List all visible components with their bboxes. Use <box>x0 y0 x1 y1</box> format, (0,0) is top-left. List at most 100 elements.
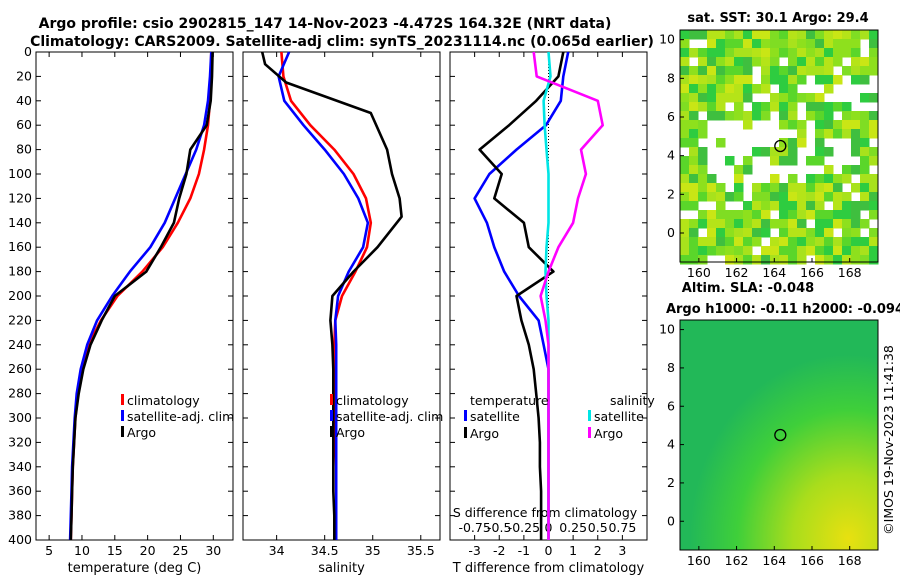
sst-cell <box>842 174 852 184</box>
sst-cell <box>779 228 789 238</box>
sst-cell <box>860 219 870 229</box>
sst-cell <box>770 75 780 85</box>
sst-cell <box>689 237 699 247</box>
sst-cell <box>689 165 699 175</box>
sst-cell <box>734 30 744 40</box>
sst-cell <box>698 84 708 94</box>
depth-tick-label: 180 <box>8 264 32 279</box>
sst-cell <box>806 156 816 166</box>
sst-cell <box>680 75 690 85</box>
sst-cell <box>698 66 708 76</box>
sst-cell <box>797 192 807 202</box>
difference-panel: -3 -2 -1 0 1 2 3 T difference from climatology S… <box>449 51 655 576</box>
sst-cell <box>770 39 780 49</box>
sst-cell <box>707 192 717 202</box>
sst-cell <box>698 174 708 184</box>
salinity-diff-tick-label: 0.5 <box>588 520 608 535</box>
map1-xtick-label: 166 <box>800 265 824 280</box>
sst-cell <box>752 30 762 40</box>
sst-cell <box>788 255 798 265</box>
temperature-legend-label: satellite-adj. clim <box>127 409 234 424</box>
sst-cell <box>824 111 834 121</box>
sst-cell <box>725 255 735 265</box>
temp-diff-legend-title: temperature <box>470 393 549 408</box>
sst-cell <box>698 147 708 157</box>
sst-cell <box>851 75 861 85</box>
sst-cell <box>689 138 699 148</box>
sst-cell <box>788 183 798 193</box>
sst-cell <box>770 57 780 67</box>
temp-diff-legend-label: Argo <box>470 426 499 441</box>
sst-cell <box>824 165 834 175</box>
sst-cell <box>797 138 807 148</box>
difference-series-s-argo <box>532 51 605 540</box>
sst-cell <box>752 111 762 121</box>
sst-cell <box>716 183 726 193</box>
sst-cell <box>842 192 852 202</box>
depth-tick-label: 380 <box>8 508 32 523</box>
map2-xtick-label: 166 <box>800 553 824 568</box>
difference-xtick-label: 3 <box>618 543 626 558</box>
sst-cell <box>824 102 834 112</box>
sst-cell <box>680 66 690 76</box>
salinity-series-satellite-adj-clim <box>277 51 370 540</box>
sst-cell <box>815 156 825 166</box>
sst-cell <box>743 120 753 130</box>
sst-cell <box>833 48 843 58</box>
sst-cell <box>824 48 834 58</box>
depth-tick-label: 260 <box>8 361 32 376</box>
sst-cell <box>779 93 789 103</box>
sst-cell <box>842 246 852 256</box>
temperature-legend-label: climatology <box>127 393 200 408</box>
sst-cell <box>869 174 879 184</box>
sst-cell <box>842 210 852 220</box>
sst-cell <box>833 39 843 49</box>
sst-cell <box>680 138 690 148</box>
sst-cell <box>869 111 879 121</box>
sst-cell <box>725 156 735 166</box>
sst-cell <box>734 75 744 85</box>
sst-cell <box>725 30 735 40</box>
sst-cell <box>797 228 807 238</box>
sst-cell <box>680 156 690 166</box>
sst-cell <box>743 111 753 121</box>
sal-diff-legend-label: satellite <box>594 409 644 424</box>
sst-cell <box>815 201 825 211</box>
sst-cell <box>806 183 816 193</box>
depth-tick-label: 240 <box>8 337 32 352</box>
sst-cell <box>815 120 825 130</box>
sst-cell <box>716 237 726 247</box>
sst-cell <box>698 30 708 40</box>
sst-cell <box>851 255 861 265</box>
sst-cell <box>761 48 771 58</box>
sst-cell <box>860 165 870 175</box>
salinity-diff-axis-note: S difference from climatology <box>453 505 638 520</box>
sst-cell <box>689 75 699 85</box>
temperature-legend-swatch <box>121 410 124 421</box>
sla-field <box>680 320 878 550</box>
sst-cell <box>689 102 699 112</box>
sst-cell <box>734 219 744 229</box>
sst-cell <box>770 237 780 247</box>
sst-map: 160 162 164 166 168 0 2 4 6 8 10 <box>659 29 879 280</box>
sst-cell <box>860 255 870 265</box>
sst-cell <box>779 120 789 130</box>
sst-cell <box>716 138 726 148</box>
sla-map-title: Altim. SLA: -0.048 <box>682 281 814 296</box>
salinity-xlabel: salinity <box>318 561 365 576</box>
sst-cell <box>770 183 780 193</box>
sst-cell <box>797 210 807 220</box>
sst-cell <box>788 102 798 112</box>
sst-cell <box>743 84 753 94</box>
depth-tick-label: 140 <box>8 215 32 230</box>
sst-cell <box>743 93 753 103</box>
salinity-diff-tick-label: -0.75 <box>458 520 490 535</box>
sst-cell <box>680 111 690 121</box>
sst-cell <box>806 201 816 211</box>
sst-cell <box>851 219 861 229</box>
sst-cell <box>716 102 726 112</box>
sst-cell <box>824 147 834 157</box>
sst-cell <box>860 237 870 247</box>
depth-tick-label: 320 <box>8 434 32 449</box>
sst-cell <box>734 57 744 67</box>
